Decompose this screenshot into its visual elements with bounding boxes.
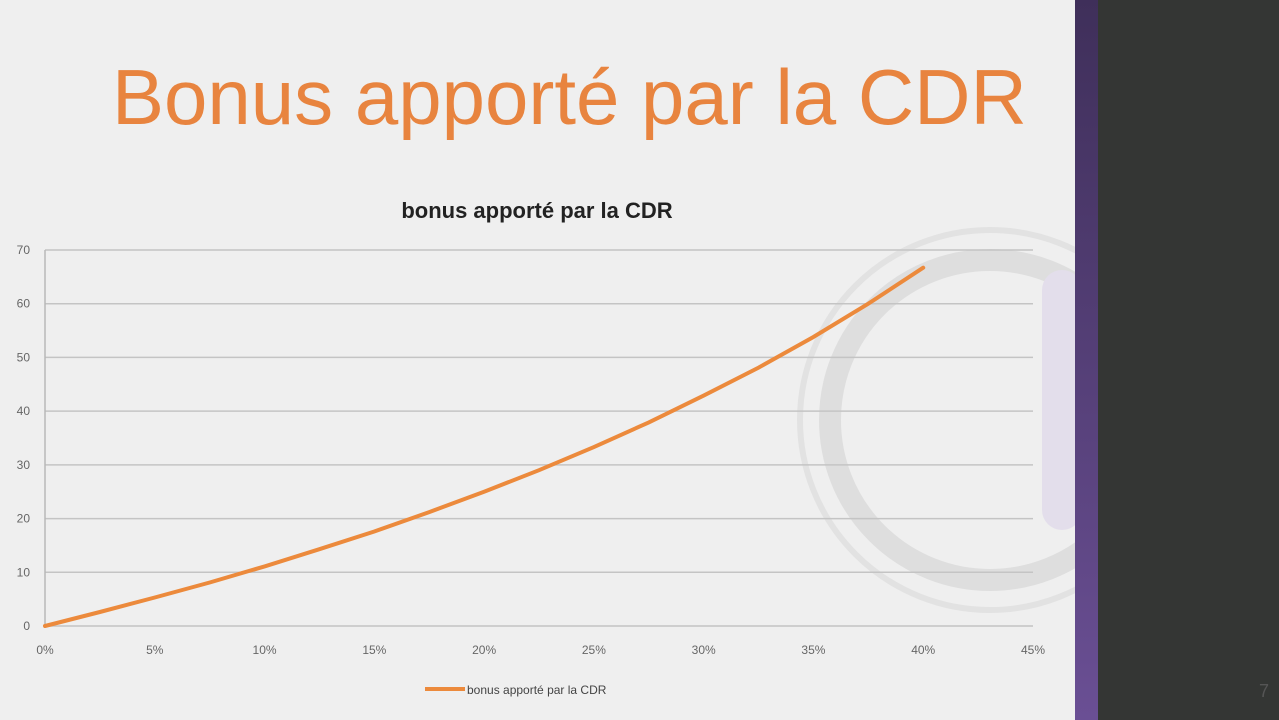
sidebar-accent-bar [1075,0,1098,720]
x-tick-label: 25% [582,643,606,657]
y-tick-label: 20 [17,512,31,526]
page-number: 7 [1258,681,1269,701]
x-tick-label: 40% [911,643,935,657]
slide: bonus apporté par la CDR 0 10 20 30 40 50 60 70… [0,0,1075,720]
y-tick-label: 0 [23,619,30,633]
y-tick-label: 70 [17,243,31,257]
y-tick-label: 30 [17,458,31,472]
y-tick-label: 60 [17,297,31,311]
chart: bonus apporté par la CDR 0 10 20 30 40 50 60 70… [17,198,1075,697]
legend: bonus apporté par la CDR [425,683,607,697]
legend-label: bonus apporté par la CDR [467,683,607,697]
x-tick-label: 10% [253,643,277,657]
x-tick-label: 5% [146,643,164,657]
chart-title: bonus apporté par la CDR [401,198,672,223]
series-line [43,265,926,628]
y-tick-label: 40 [17,404,31,418]
y-tick-label: 50 [17,350,31,364]
x-tick-label: 35% [801,643,825,657]
watermark-logo [797,227,1075,613]
side-panel: 7 [1098,0,1279,720]
x-tick-label: 30% [692,643,716,657]
slide-title: Bonus apporté par la CDR [112,53,1027,141]
x-tick-label: 0% [36,643,54,657]
x-tick-label: 20% [472,643,496,657]
x-tick-label: 15% [362,643,386,657]
x-tick-label: 45% [1021,643,1045,657]
y-tick-label: 10 [17,565,31,579]
